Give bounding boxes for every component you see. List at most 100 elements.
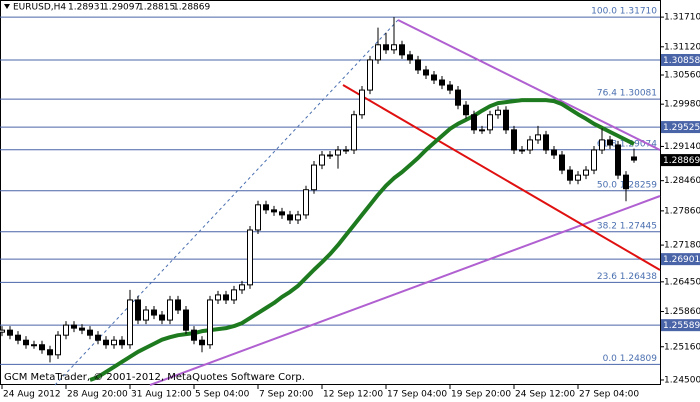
- candle-body: [391, 44, 397, 51]
- footer: GCM MetaTrader, © 2001-2012, MetaQuotes …: [4, 372, 305, 383]
- candle-body: [95, 334, 101, 341]
- candle-body: [23, 339, 29, 346]
- fibo-label: 0.0 1.24809: [603, 354, 658, 364]
- header-icon: [4, 4, 10, 9]
- candle-body: [607, 139, 613, 146]
- candle-body: [583, 169, 589, 176]
- candle-body: [263, 204, 269, 211]
- candle-body: [327, 154, 333, 157]
- x-tick-label: 24 Sep 12:00: [515, 390, 575, 400]
- fibo-label: 61.8 1.29074: [597, 139, 657, 149]
- header-open: 1.28931: [68, 3, 105, 13]
- y-tick-label: 1.25160: [664, 342, 700, 352]
- y-tick-label: 1.31120: [664, 42, 700, 52]
- candle-body: [447, 84, 453, 91]
- candle-body: [511, 129, 517, 151]
- y-tick-label: 1.29140: [664, 142, 700, 152]
- price-box-label: 1.25589: [663, 321, 700, 331]
- candle-body: [431, 74, 437, 81]
- price-box: [661, 121, 700, 134]
- candle-body: [87, 329, 93, 336]
- fibo-label: 100.0 1.31710: [591, 7, 657, 17]
- trend-line-lower: [149, 195, 661, 386]
- candle-body: [551, 149, 557, 156]
- candle-body: [503, 109, 509, 131]
- candle-body: [543, 134, 549, 151]
- symbol: EURUSD,H4: [13, 3, 66, 13]
- candle-body: [167, 299, 173, 321]
- y-axis: 1.30858 1.29525 1.26901 1.25589 1.31710 1.311…: [660, 13, 700, 385]
- candle-body: [487, 114, 493, 131]
- candle-body: [175, 299, 181, 311]
- candle-body: [239, 284, 245, 291]
- y-tick-label: 1.31710: [664, 13, 700, 23]
- candle-body: [303, 189, 309, 216]
- candle-body: [255, 204, 261, 231]
- candle-body: [207, 299, 213, 346]
- price-box-label: 1.26901: [663, 255, 700, 265]
- candle-body: [407, 54, 413, 61]
- y-tick-label: 1.28460: [664, 176, 700, 186]
- candle-body: [415, 59, 421, 71]
- price-box-label: 1.30858: [663, 56, 700, 66]
- candle-body: [495, 109, 501, 116]
- x-tick-label: 17 Sep 04:00: [387, 390, 447, 400]
- header-low: 1.28815: [138, 3, 175, 13]
- candle-body: [351, 114, 357, 151]
- candle-body: [135, 299, 141, 321]
- candle-body: [31, 344, 37, 347]
- candle-body: [295, 214, 301, 221]
- candle-body: [383, 44, 389, 51]
- candle-body: [375, 44, 381, 61]
- candle-body: [39, 344, 45, 351]
- fibo-label: 76.4 1.30081: [597, 89, 657, 99]
- candle-body: [55, 334, 61, 356]
- y-tick-label: 1.30560: [664, 70, 700, 80]
- candle-body: [471, 114, 477, 131]
- price-box-label: 1.29525: [663, 123, 700, 133]
- y-tick-label: 1.26450: [664, 277, 700, 287]
- candle-body: [287, 214, 293, 221]
- candle-body: [63, 324, 69, 336]
- header-high: 1.29097: [103, 3, 140, 13]
- trend-line-red: [342, 84, 661, 271]
- candle-body: [535, 134, 541, 141]
- candle-body: [183, 309, 189, 331]
- x-tick-label: 5 Sep 04:00: [195, 390, 250, 400]
- trend-line-upper: [397, 19, 661, 151]
- candle-body: [127, 299, 133, 346]
- price-box: [661, 253, 700, 266]
- x-tick-label: 7 Sep 20:00: [259, 390, 314, 400]
- candle-body: [271, 209, 277, 213]
- x-tick-label: 12 Sep 12:00: [323, 390, 383, 400]
- candle-body: [439, 79, 445, 86]
- candle-body: [567, 169, 573, 181]
- candle-body: [223, 294, 229, 301]
- y-tick-label: 1.29980: [664, 100, 700, 110]
- candle-body: [215, 294, 221, 301]
- candle-body: [47, 349, 53, 356]
- candle-body: [575, 174, 581, 181]
- x-tick-label: 28 Aug 20:00: [67, 390, 128, 400]
- candle-body: [119, 339, 125, 346]
- candle-body: [151, 309, 157, 316]
- fibo-label: 38.2 1.27445: [597, 221, 657, 231]
- candle-body: [279, 211, 285, 216]
- candle-body: [71, 324, 77, 329]
- candle-body: [231, 289, 237, 301]
- candle-body: [479, 129, 485, 132]
- candle-body: [0, 329, 5, 333]
- candle-body: [615, 144, 621, 176]
- candle-body: [631, 156, 637, 161]
- candle-body: [191, 329, 197, 341]
- header: EURUSD,H4 1.28931 1.29097 1.28815 1.2886…: [4, 3, 210, 13]
- candle-body: [159, 314, 165, 321]
- price-box: [661, 319, 700, 332]
- moving-average: [89, 98, 635, 382]
- price-box: [661, 53, 700, 66]
- candle-body: [103, 339, 109, 346]
- candle-body: [399, 44, 405, 56]
- fibo-label: 23.6 1.26438: [597, 272, 657, 282]
